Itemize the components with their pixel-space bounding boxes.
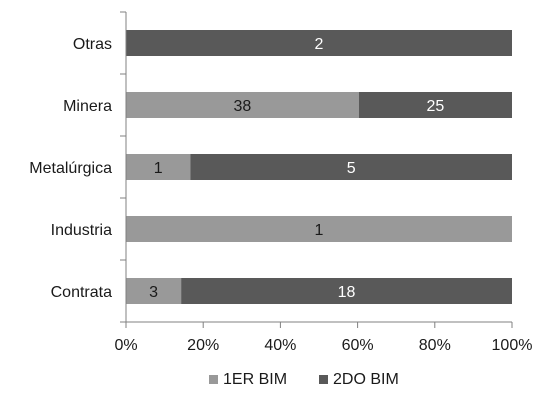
bar-minera-2do-bim	[358, 92, 512, 118]
legend-swatch-1er-bim	[209, 375, 218, 384]
category-label-metalurgica: Metalúrgica	[29, 160, 112, 177]
category-label-industria: Industria	[51, 222, 112, 239]
axes-layer	[120, 11, 513, 328]
legend-swatch-2do-bim	[319, 375, 328, 384]
category-label-otras: Otras	[73, 36, 112, 53]
x-tick-label: 20%	[187, 337, 219, 354]
data-label-contrata-2do-bim: 18	[338, 284, 356, 301]
bar-otras-2do-bim	[126, 30, 512, 56]
data-label-metalurgica-2do-bim: 5	[347, 160, 356, 177]
legend-label-1er-bim: 1ER BIM	[223, 371, 287, 388]
bar-contrata-2do-bim	[181, 278, 512, 304]
legend-label-2do-bim: 2DO BIM	[333, 371, 399, 388]
x-tick-label: 40%	[264, 337, 296, 354]
category-label-contrata: Contrata	[51, 284, 112, 301]
category-label-minera: Minera	[63, 98, 112, 115]
bars-layer	[126, 30, 512, 304]
data-label-contrata-1er-bim: 3	[149, 284, 158, 301]
bar-minera-1er-bim	[126, 92, 359, 118]
x-tick-label: 80%	[419, 337, 451, 354]
data-label-minera-1er-bim: 38	[234, 98, 252, 115]
bar-contrata-1er-bim	[126, 278, 182, 304]
bar-metalurgica-2do-bim	[190, 154, 512, 180]
bar-industria-1er-bim	[126, 216, 512, 242]
data-label-otras-2do-bim: 2	[315, 36, 324, 53]
x-tick-label: 100%	[492, 337, 533, 354]
bar-metalurgica-1er-bim	[126, 154, 191, 180]
labels-layer: 2 Otras 38 25 Minera 1 5 Metalúrgica 1 Industria 3…	[29, 36, 532, 354]
x-tick-label: 0%	[114, 337, 137, 354]
x-tick-label: 60%	[342, 337, 374, 354]
data-label-metalurgica-1er-bim: 1	[154, 160, 163, 177]
data-label-industria-1er-bim: 1	[315, 222, 324, 239]
data-label-minera-2do-bim: 25	[427, 98, 445, 115]
legend: 1ER BIM 2DO BIM	[209, 371, 399, 388]
